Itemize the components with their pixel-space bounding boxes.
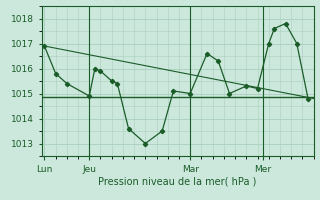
X-axis label: Pression niveau de la mer( hPa ): Pression niveau de la mer( hPa )	[99, 177, 257, 187]
